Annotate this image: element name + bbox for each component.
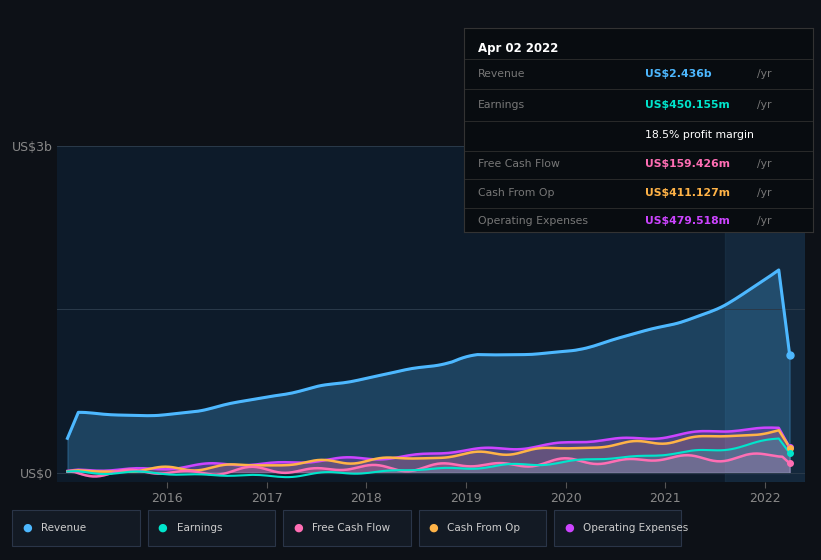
Text: ●: ●: [564, 523, 574, 533]
Text: /yr: /yr: [757, 69, 772, 79]
Text: Free Cash Flow: Free Cash Flow: [478, 159, 560, 169]
Text: US$2.436b: US$2.436b: [645, 69, 712, 79]
Text: Apr 02 2022: Apr 02 2022: [478, 43, 558, 55]
Text: ●: ●: [158, 523, 167, 533]
Text: /yr: /yr: [757, 159, 772, 169]
Text: Revenue: Revenue: [41, 523, 86, 533]
Text: Earnings: Earnings: [177, 523, 222, 533]
Text: Cash From Op: Cash From Op: [447, 523, 521, 533]
Text: US$479.518m: US$479.518m: [645, 216, 730, 226]
Bar: [725, 146, 805, 482]
Text: ●: ●: [429, 523, 438, 533]
Text: US$450.155m: US$450.155m: [645, 100, 730, 110]
Text: Free Cash Flow: Free Cash Flow: [312, 523, 390, 533]
Text: Operating Expenses: Operating Expenses: [583, 523, 688, 533]
Text: ●: ●: [293, 523, 303, 533]
Text: 18.5% profit margin: 18.5% profit margin: [645, 130, 754, 141]
Text: Operating Expenses: Operating Expenses: [478, 216, 588, 226]
Text: US$159.426m: US$159.426m: [645, 159, 731, 169]
Text: US$411.127m: US$411.127m: [645, 188, 731, 198]
Text: Earnings: Earnings: [478, 100, 525, 110]
Text: /yr: /yr: [757, 188, 772, 198]
Text: Revenue: Revenue: [478, 69, 525, 79]
Text: /yr: /yr: [757, 216, 772, 226]
Text: ●: ●: [22, 523, 32, 533]
Text: Cash From Op: Cash From Op: [478, 188, 554, 198]
Text: /yr: /yr: [757, 100, 772, 110]
